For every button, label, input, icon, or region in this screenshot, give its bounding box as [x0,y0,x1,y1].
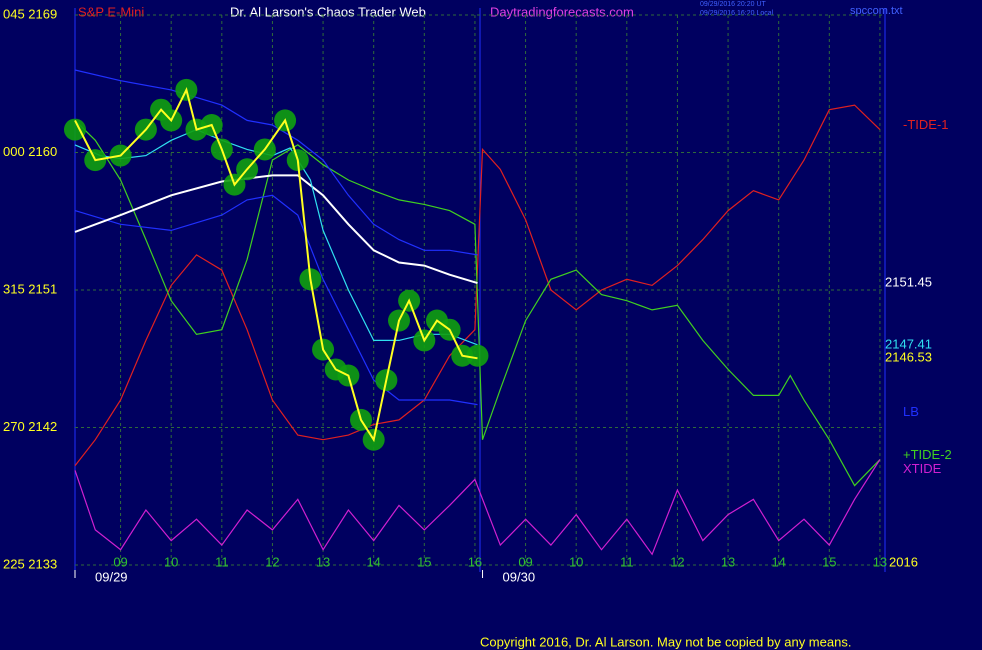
last-value: 2146.53 [885,350,932,365]
x-tick-label: 09 [518,554,532,569]
copyright: Copyright 2016, Dr. Al Larson. May not b… [480,634,851,649]
y-tick-label: 045 2169 [3,6,57,21]
x-tick-label: 12 [670,554,684,569]
last-value: 2151.45 [885,275,932,290]
series-line [74,119,881,487]
x-tick-label: 15 [417,554,431,569]
series-line [74,87,478,443]
legend-label: XTIDE [903,461,942,476]
instrument: S&P E-Mini [78,4,144,19]
x-tick-label: 13 [721,554,735,569]
y-tick-label: 315 2151 [3,281,57,296]
timestamp: 09/29/2016 16:20 Local [700,10,774,17]
year: 2016 [889,554,918,569]
x-tick-label: 09 [113,554,127,569]
series-line [74,104,881,467]
series-line [74,194,478,406]
file-name: spccom.txt [850,5,903,17]
last-value: 2147.41 [885,336,932,351]
series-line [74,128,478,346]
date-label: 09/29 [95,569,128,584]
price-blob [64,118,86,141]
x-tick-label: 16 [468,554,482,569]
x-tick-label: 13 [873,554,887,569]
x-tick-label: 15 [822,554,836,569]
chart-title: Dr. Al Larson's Chaos Trader Web [230,4,426,19]
timestamp: 09/29/2016 20:20 UT [700,1,766,8]
y-tick-label: 000 2160 [3,144,57,159]
site: Daytradingforecasts.com [490,4,634,19]
x-tick-label: 10 [164,554,178,569]
y-tick-label: 270 2142 [3,419,57,434]
x-tick-label: 14 [366,554,380,569]
legend-label: +TIDE-2 [903,447,952,462]
date-label: 09/30 [503,569,536,584]
x-tick-label: 10 [569,554,583,569]
legend-label: LB [903,404,919,419]
y-tick-label: 225 2133 [3,556,57,571]
price-blob [466,344,489,367]
series-line [74,459,881,556]
x-tick-label: 13 [316,554,330,569]
legend-label: -TIDE-1 [903,117,949,132]
series-line [74,174,478,285]
x-tick-label: 11 [620,554,634,569]
x-tick-label: 12 [265,554,279,569]
x-tick-label: 11 [215,554,229,569]
x-tick-label: 14 [771,554,785,569]
